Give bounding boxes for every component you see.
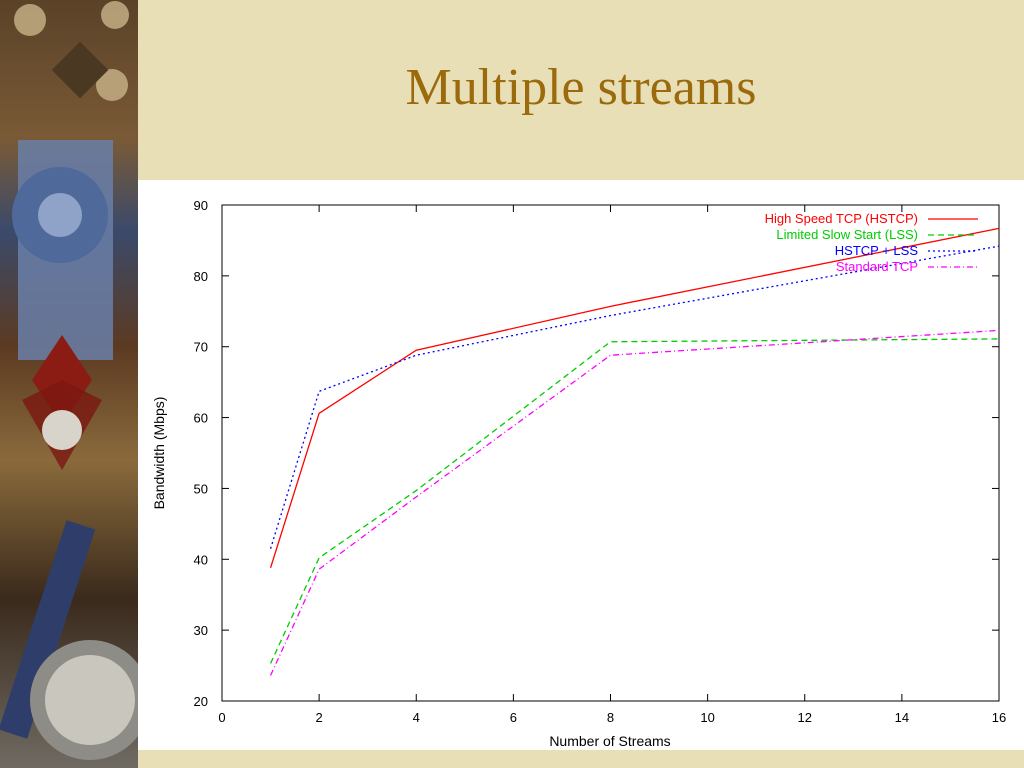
x-tick-label: 2 bbox=[316, 710, 323, 725]
x-tick-label: 6 bbox=[510, 710, 517, 725]
legend-label-2: Limited Slow Start (LSS) bbox=[776, 227, 918, 242]
series-line-4 bbox=[269, 329, 1000, 676]
x-tick-label: 0 bbox=[218, 710, 225, 725]
medal-collage-image bbox=[0, 1, 138, 760]
series-lines bbox=[269, 227, 1000, 676]
slide-title: Multiple streams bbox=[405, 59, 757, 116]
y-tick-label: 60 bbox=[194, 411, 208, 426]
y-tick-label: 50 bbox=[194, 481, 208, 496]
y-tick-label: 40 bbox=[194, 552, 208, 567]
x-tick-label: 16 bbox=[992, 710, 1006, 725]
series-line-3 bbox=[269, 245, 1000, 549]
x-axis-title: Number of Streams bbox=[549, 733, 670, 749]
chart-legend: High Speed TCP (HSTCP)Limited Slow Start… bbox=[765, 211, 978, 274]
decorative-side-image bbox=[0, 0, 138, 768]
series-line-1 bbox=[269, 227, 1000, 568]
legend-label-4: Standard TCP bbox=[836, 259, 918, 274]
series-line-2 bbox=[269, 338, 1000, 664]
x-tick-label: 8 bbox=[607, 710, 614, 725]
y-axis-title: Bandwidth (Mbps) bbox=[151, 397, 167, 510]
y-tick-label: 30 bbox=[194, 623, 208, 638]
y-tick-label: 80 bbox=[194, 269, 208, 284]
y-tick-label: 90 bbox=[194, 198, 208, 213]
x-tick-label: 12 bbox=[798, 710, 812, 725]
chart-panel: 0 2 4 6 8 10 12 14 16 20 30 40 50 60 70 80 90 High Speed… bbox=[138, 180, 1024, 750]
axis-ticks: 0 2 4 6 8 10 12 14 16 20 30 40 50 60 70 80 90 bbox=[194, 198, 1007, 725]
plot-area-frame bbox=[221, 204, 1000, 702]
x-tick-label: 10 bbox=[700, 710, 714, 725]
legend-label-1: High Speed TCP (HSTCP) bbox=[765, 211, 918, 226]
x-tick-label: 4 bbox=[413, 710, 420, 725]
bandwidth-line-chart: 0 2 4 6 8 10 12 14 16 20 30 40 50 60 70 80 90 High Speed… bbox=[151, 198, 1007, 749]
legend-label-3: HSTCP + LSS bbox=[835, 243, 919, 258]
x-tick-label: 14 bbox=[895, 710, 909, 725]
y-tick-label: 70 bbox=[194, 340, 208, 355]
y-tick-label: 20 bbox=[194, 694, 208, 709]
